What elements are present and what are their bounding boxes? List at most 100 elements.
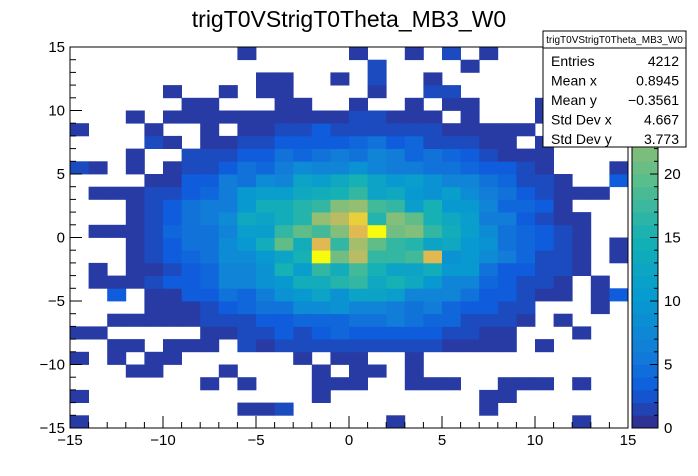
heatmap-cell bbox=[367, 262, 387, 276]
heatmap-cell bbox=[349, 224, 368, 238]
heatmap-cell bbox=[144, 351, 164, 365]
heatmap-cell bbox=[460, 186, 480, 200]
heatmap-cell bbox=[367, 212, 387, 226]
heatmap-cell bbox=[200, 212, 220, 226]
heatmap-cell bbox=[442, 97, 461, 111]
heatmap-cell bbox=[274, 402, 294, 416]
heatmap-cell bbox=[181, 313, 201, 327]
heatmap-cell bbox=[88, 161, 108, 175]
heatmap-cell bbox=[256, 135, 275, 149]
heatmap-cell bbox=[163, 301, 182, 315]
heatmap-cell bbox=[311, 275, 331, 289]
heatmap-cell bbox=[256, 313, 275, 327]
heatmap-cell bbox=[553, 250, 573, 264]
palette-swatch bbox=[632, 351, 658, 365]
heatmap-cell bbox=[218, 212, 238, 226]
heatmap-cell bbox=[516, 224, 536, 238]
heatmap-cell bbox=[386, 237, 406, 251]
heatmap-cell bbox=[256, 72, 275, 86]
heatmap-cell bbox=[367, 250, 387, 264]
heatmap-cell bbox=[386, 275, 406, 289]
palette-swatch bbox=[632, 186, 658, 200]
heatmap-cell bbox=[349, 123, 368, 137]
heatmap-cell bbox=[553, 275, 573, 289]
heatmap-cell bbox=[200, 186, 220, 200]
heatmap-cell bbox=[460, 250, 480, 264]
palette-swatch bbox=[632, 224, 658, 238]
heatmap-cell bbox=[423, 161, 443, 175]
heatmap-cell bbox=[88, 275, 108, 289]
heatmap-cell bbox=[256, 275, 275, 289]
heatmap-cell bbox=[200, 123, 220, 137]
heatmap-cell bbox=[349, 47, 368, 61]
heatmap-cell bbox=[404, 351, 424, 365]
heatmap-cell bbox=[144, 237, 164, 251]
palette-swatch bbox=[632, 326, 658, 340]
heatmap-cell bbox=[497, 224, 517, 238]
heatmap-cell bbox=[163, 351, 182, 365]
heatmap-cell bbox=[311, 199, 331, 213]
heatmap-cell bbox=[218, 186, 238, 200]
heatmap-cell bbox=[423, 174, 443, 188]
heatmap-cell bbox=[460, 97, 480, 111]
heatmap-cell bbox=[404, 224, 424, 238]
heatmap-cell bbox=[497, 262, 517, 276]
heatmap-cell bbox=[423, 110, 443, 124]
y-tick-label: 15 bbox=[48, 39, 65, 56]
heatmap-cell bbox=[535, 288, 554, 302]
heatmap-cell bbox=[516, 237, 536, 251]
heatmap-cell bbox=[293, 351, 313, 365]
stats-value: 4.667 bbox=[644, 112, 679, 128]
heatmap-cell bbox=[274, 186, 294, 200]
heatmap-cell bbox=[572, 212, 592, 226]
heatmap-cell bbox=[349, 288, 368, 302]
heatmap-cell bbox=[572, 186, 592, 200]
heatmap-cell bbox=[442, 313, 461, 327]
heatmap-cell bbox=[181, 186, 201, 200]
heatmap-cell bbox=[144, 301, 164, 315]
heatmap-cell bbox=[88, 224, 108, 238]
heatmap-cell bbox=[163, 224, 182, 238]
heatmap-cell bbox=[497, 339, 517, 353]
heatmap-cell bbox=[423, 288, 443, 302]
heatmap-cell bbox=[460, 339, 480, 353]
heatmap-cell bbox=[460, 224, 480, 238]
heatmap-cell bbox=[460, 59, 480, 73]
heatmap-cell bbox=[125, 186, 145, 200]
heatmap-cell bbox=[330, 72, 350, 86]
heatmap-cell bbox=[311, 110, 331, 124]
heatmap-cell bbox=[349, 262, 368, 276]
heatmap-cell bbox=[311, 148, 331, 162]
heatmap-cell bbox=[479, 288, 499, 302]
heatmap-cell bbox=[479, 275, 499, 289]
heatmap-cell bbox=[479, 313, 499, 327]
heatmap-cell bbox=[311, 288, 331, 302]
heatmap-cell bbox=[349, 313, 368, 327]
heatmap-cell bbox=[349, 161, 368, 175]
heatmap-cell bbox=[423, 301, 443, 315]
heatmap-cell bbox=[181, 301, 201, 315]
heatmap-cell bbox=[256, 212, 275, 226]
heatmap-cell bbox=[349, 250, 368, 264]
heatmap-cell bbox=[181, 262, 201, 276]
heatmap-cell bbox=[386, 339, 406, 353]
heatmap-cell bbox=[200, 110, 220, 124]
heatmap-cell bbox=[497, 326, 517, 340]
heatmap-cell bbox=[274, 212, 294, 226]
heatmap-cell bbox=[590, 275, 610, 289]
y-tick-label: −15 bbox=[40, 420, 65, 437]
heatmap-cell bbox=[218, 199, 238, 213]
heatmap-cell bbox=[200, 288, 220, 302]
heatmap-cell bbox=[386, 212, 406, 226]
heatmap-cell bbox=[423, 275, 443, 289]
heatmap-cell bbox=[386, 301, 406, 315]
heatmap-cell bbox=[237, 135, 257, 149]
heatmap-cell bbox=[200, 377, 220, 391]
palette-swatch bbox=[632, 262, 658, 276]
palette-swatch bbox=[632, 313, 658, 327]
heatmap-cell bbox=[404, 237, 424, 251]
heatmap-cell bbox=[404, 186, 424, 200]
heatmap-cell bbox=[553, 212, 573, 226]
heatmap-cell bbox=[200, 262, 220, 276]
heatmap-cell bbox=[460, 275, 480, 289]
